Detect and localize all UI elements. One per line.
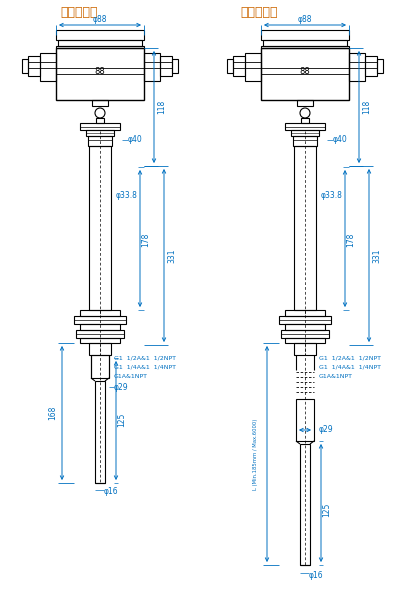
Bar <box>279 316 331 324</box>
Text: 高温加长型: 高温加长型 <box>240 5 277 18</box>
Bar <box>301 118 309 123</box>
Text: φ16: φ16 <box>104 487 119 496</box>
Bar <box>144 53 160 81</box>
Bar <box>227 59 233 73</box>
Bar <box>56 48 144 100</box>
Bar <box>297 100 313 106</box>
Bar <box>28 56 40 76</box>
Bar <box>88 136 112 146</box>
Bar <box>365 56 377 76</box>
Bar <box>86 130 114 136</box>
Bar <box>296 399 314 441</box>
Bar <box>56 30 144 40</box>
Text: 125: 125 <box>322 503 332 517</box>
Text: 125: 125 <box>117 413 126 427</box>
Text: φ40: φ40 <box>128 135 143 145</box>
Bar <box>80 123 120 130</box>
Bar <box>349 53 365 81</box>
Bar <box>91 355 109 378</box>
Bar <box>233 56 245 76</box>
Text: φ16: φ16 <box>309 570 324 579</box>
Bar <box>261 48 349 100</box>
Bar <box>160 56 172 76</box>
Text: 331: 331 <box>168 248 177 263</box>
Bar <box>95 381 105 483</box>
Bar <box>263 40 347 46</box>
Bar <box>377 59 383 73</box>
Bar <box>293 136 317 146</box>
Text: G1  1/4A&1  1/4NPT: G1 1/4A&1 1/4NPT <box>319 365 381 369</box>
Text: 88: 88 <box>95 66 105 75</box>
Text: φ33.8: φ33.8 <box>116 190 138 199</box>
Text: φ29: φ29 <box>114 382 129 391</box>
Bar <box>285 310 325 316</box>
Text: φ33.8: φ33.8 <box>321 190 343 199</box>
Text: φ29: φ29 <box>319 426 334 435</box>
Text: 88: 88 <box>300 66 310 75</box>
Text: 168: 168 <box>49 406 58 420</box>
Text: 178: 178 <box>347 233 356 247</box>
Text: φ88: φ88 <box>93 15 107 24</box>
Text: G1A&1NPT: G1A&1NPT <box>319 374 353 378</box>
Bar <box>40 53 56 81</box>
Bar <box>245 53 261 81</box>
Text: 118: 118 <box>158 100 166 114</box>
Text: G1  1/2A&1  1/2NPT: G1 1/2A&1 1/2NPT <box>319 355 381 361</box>
Text: φ40: φ40 <box>333 135 348 145</box>
Bar <box>172 59 178 73</box>
Text: 高温标准型: 高温标准型 <box>60 5 98 18</box>
Bar <box>261 46 349 48</box>
Text: φ88: φ88 <box>298 15 312 24</box>
Bar <box>58 40 142 46</box>
Bar <box>285 324 325 330</box>
Bar <box>80 324 120 330</box>
Bar <box>291 130 319 136</box>
Bar <box>89 343 111 355</box>
Text: 178: 178 <box>141 233 151 247</box>
Bar <box>285 338 325 343</box>
Bar <box>261 30 349 40</box>
Bar <box>92 100 108 106</box>
Bar <box>294 343 316 355</box>
Bar <box>300 444 310 565</box>
Text: 331: 331 <box>373 248 382 263</box>
Bar <box>22 59 28 73</box>
Bar <box>76 330 124 338</box>
Text: G1  1/2A&1  1/2NPT: G1 1/2A&1 1/2NPT <box>114 355 176 361</box>
Text: L (Min.185mm / Max.6000): L (Min.185mm / Max.6000) <box>252 418 258 490</box>
Bar <box>281 330 329 338</box>
Bar <box>294 146 316 310</box>
Bar <box>96 118 104 123</box>
Text: G1A&1NPT: G1A&1NPT <box>114 374 148 378</box>
Bar <box>89 146 111 310</box>
Text: G1  1/4A&1  1/4NPT: G1 1/4A&1 1/4NPT <box>114 365 176 369</box>
Bar <box>56 46 144 48</box>
Bar <box>74 316 126 324</box>
Text: 118: 118 <box>362 100 371 114</box>
Bar <box>80 338 120 343</box>
Bar <box>80 310 120 316</box>
Bar <box>285 123 325 130</box>
